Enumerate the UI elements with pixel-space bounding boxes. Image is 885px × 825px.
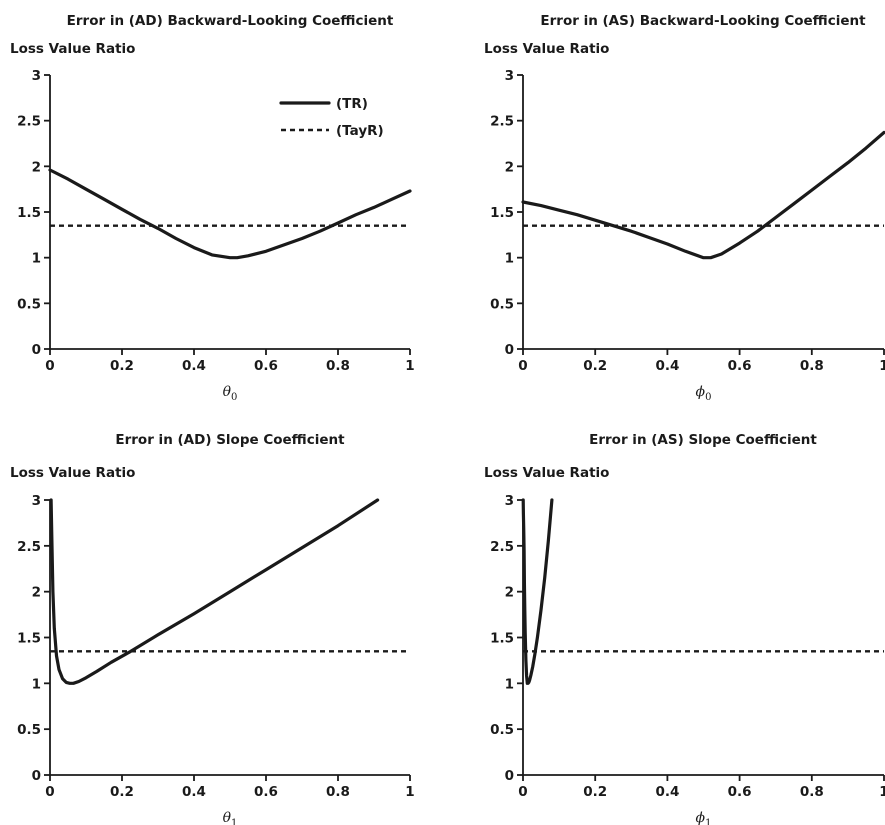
x-tick-label: 0.6 (728, 784, 752, 800)
y-tick-label: 0 (505, 768, 514, 784)
y-tick-label: 1.5 (490, 205, 514, 221)
legend: (TR) (TayR) (279, 96, 384, 139)
x-axis-label: ϕ0 (696, 384, 712, 403)
y-tick-label: 1.5 (17, 205, 41, 221)
x-tick-label: 1 (879, 784, 885, 800)
y-tick-label: 1 (505, 676, 514, 692)
x-axis-subscript: 1 (231, 818, 237, 825)
legend-label: (TR) (336, 96, 368, 112)
x-tick-label: 0.4 (182, 358, 206, 374)
tr-series-line (49, 498, 380, 685)
y-axis-label: Loss Value Ratio (484, 41, 609, 57)
chart-panel-4: Error in (AS) Slope Coefficient Loss Valu… (484, 432, 885, 825)
x-tick-label: 0.8 (800, 784, 824, 800)
chart-title: Error in (AD) Backward-Looking Coefficie… (67, 13, 394, 29)
y-tick-label: 3 (32, 68, 41, 84)
y-tick-label: 3 (32, 493, 41, 509)
y-tick-label: 2 (505, 585, 514, 601)
y-tick-label: 0.5 (490, 296, 514, 312)
y-tick-label: 0.5 (17, 296, 41, 312)
x-tick-label: 0 (518, 784, 527, 800)
x-tick-label: 0.4 (655, 358, 679, 374)
legend-label: (TayR) (336, 123, 384, 139)
y-tick-label: 0.5 (490, 722, 514, 738)
x-tick-label: 1 (879, 358, 885, 374)
x-tick-label: 0.8 (800, 358, 824, 374)
y-axis-label: Loss Value Ratio (10, 41, 135, 57)
x-axis-subscript: 0 (231, 392, 237, 403)
x-tick-label: 1 (405, 784, 414, 800)
x-tick-label: 0.8 (326, 358, 350, 374)
tr-series-line (521, 130, 885, 260)
x-tick-label: 0 (45, 358, 54, 374)
y-tick-label: 3 (505, 68, 514, 84)
y-axis-label: Loss Value Ratio (484, 465, 609, 481)
y-tick-label: 2.5 (17, 539, 41, 555)
x-axis-symbol: ϕ (696, 810, 706, 825)
x-axis-symbol: θ (223, 810, 232, 825)
y-tick-label: 2.5 (490, 114, 514, 130)
tr-series-line (521, 498, 554, 685)
x-axis-subscript: 0 (705, 392, 711, 403)
chart-panel-1: Error in (AD) Backward-Looking Coefficie… (10, 13, 415, 403)
x-axis-symbol: ϕ (696, 384, 706, 400)
y-tick-label: 2.5 (490, 539, 514, 555)
x-tick-label: 0.4 (182, 784, 206, 800)
chart-title: Error in (AS) Slope Coefficient (589, 432, 817, 448)
x-tick-label: 0.2 (110, 358, 134, 374)
y-tick-label: 2 (32, 159, 41, 175)
y-tick-label: 1 (32, 251, 41, 267)
x-tick-label: 0.8 (326, 784, 350, 800)
y-tick-label: 1.5 (490, 631, 514, 647)
y-axis-label: Loss Value Ratio (10, 465, 135, 481)
chart-title: Error in (AS) Backward-Looking Coefficie… (540, 13, 866, 29)
x-tick-label: 0.2 (583, 358, 607, 374)
x-tick-label: 0.4 (655, 784, 679, 800)
y-tick-label: 1 (505, 251, 514, 267)
y-tick-label: 1 (32, 676, 41, 692)
x-axis-label: ϕ1 (696, 810, 712, 825)
x-tick-label: 0.6 (254, 358, 278, 374)
x-tick-label: 0 (518, 358, 527, 374)
y-tick-label: 0.5 (17, 722, 41, 738)
y-tick-label: 3 (505, 493, 514, 509)
y-tick-label: 0 (505, 342, 514, 358)
y-tick-label: 2.5 (17, 114, 41, 130)
tr-series-line (48, 168, 412, 260)
y-tick-label: 0 (32, 342, 41, 358)
x-axis-symbol: θ (223, 384, 232, 400)
y-tick-label: 2 (505, 159, 514, 175)
x-tick-label: 0.2 (583, 784, 607, 800)
x-tick-label: 0 (45, 784, 54, 800)
x-tick-label: 0.6 (254, 784, 278, 800)
x-axis-label: θ1 (223, 810, 238, 825)
y-tick-label: 0 (32, 768, 41, 784)
x-axis-subscript: 1 (705, 818, 711, 825)
chart-panel-2: Error in (AS) Backward-Looking Coefficie… (484, 13, 885, 403)
chart-title: Error in (AD) Slope Coefficient (115, 432, 345, 448)
x-tick-label: 0.6 (728, 358, 752, 374)
chart-panel-3: Error in (AD) Slope Coefficient Loss Valu… (10, 432, 415, 825)
y-tick-label: 2 (32, 585, 41, 601)
y-tick-label: 1.5 (17, 631, 41, 647)
x-axis-label: θ0 (223, 384, 238, 403)
chart-panels: Error in (AD) Backward-Looking Coefficie… (10, 13, 885, 825)
x-tick-label: 0.2 (110, 784, 134, 800)
x-tick-label: 1 (405, 358, 414, 374)
